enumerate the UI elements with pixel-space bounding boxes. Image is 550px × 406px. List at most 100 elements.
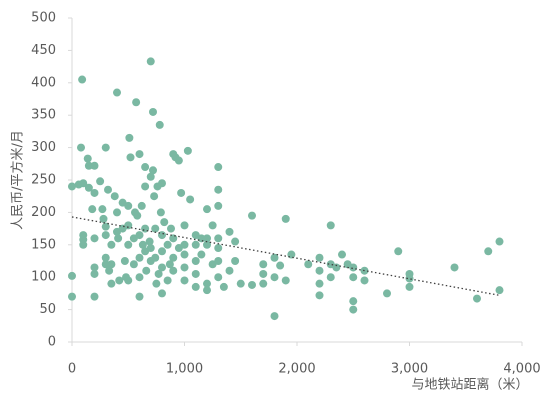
y-tick-label: 400 bbox=[31, 75, 56, 90]
point bbox=[107, 279, 116, 288]
point bbox=[169, 266, 178, 275]
point bbox=[349, 263, 358, 272]
point bbox=[124, 201, 133, 210]
point bbox=[203, 240, 211, 249]
point bbox=[138, 240, 147, 249]
point bbox=[214, 163, 223, 172]
point bbox=[68, 292, 76, 301]
point bbox=[163, 240, 172, 249]
point bbox=[177, 188, 186, 197]
y-tick-label: 50 bbox=[39, 302, 56, 317]
point bbox=[495, 286, 504, 295]
point bbox=[315, 291, 324, 300]
point bbox=[214, 244, 223, 253]
point bbox=[132, 98, 141, 107]
point bbox=[495, 237, 504, 246]
point bbox=[120, 257, 129, 265]
point bbox=[248, 211, 256, 220]
point bbox=[107, 240, 116, 249]
point bbox=[326, 221, 335, 230]
point bbox=[145, 237, 154, 246]
x-axis-label: 与地铁站距离（米） bbox=[411, 377, 528, 393]
point bbox=[270, 273, 279, 282]
point bbox=[146, 172, 155, 181]
point bbox=[115, 276, 124, 285]
point bbox=[259, 260, 268, 269]
point bbox=[349, 305, 358, 314]
point bbox=[149, 166, 157, 175]
point bbox=[214, 257, 223, 265]
point bbox=[349, 297, 358, 306]
point bbox=[214, 273, 223, 282]
point bbox=[154, 269, 163, 278]
point bbox=[90, 188, 99, 197]
point bbox=[332, 263, 341, 272]
point bbox=[158, 179, 166, 188]
y-tick-label: 350 bbox=[31, 108, 56, 123]
point bbox=[180, 250, 189, 259]
point bbox=[484, 247, 493, 256]
point bbox=[208, 221, 217, 230]
point bbox=[155, 120, 164, 129]
point bbox=[180, 240, 189, 249]
point bbox=[473, 294, 481, 303]
point bbox=[90, 161, 99, 170]
point bbox=[98, 205, 107, 214]
point bbox=[191, 240, 200, 249]
point bbox=[180, 276, 189, 285]
y-tick-label: 0 bbox=[48, 335, 56, 350]
point bbox=[270, 253, 279, 262]
point bbox=[231, 257, 240, 265]
y-axis-label: 人民币/平方米/月 bbox=[10, 130, 26, 230]
point bbox=[214, 185, 223, 194]
point bbox=[167, 224, 175, 233]
point bbox=[203, 286, 211, 295]
point bbox=[141, 163, 150, 172]
point bbox=[180, 221, 189, 230]
point bbox=[101, 222, 110, 231]
point bbox=[110, 192, 119, 201]
point bbox=[141, 182, 150, 191]
point bbox=[360, 276, 369, 285]
point bbox=[124, 221, 133, 230]
x-tick-label: 0 bbox=[68, 362, 76, 377]
point bbox=[174, 156, 183, 165]
point bbox=[79, 240, 88, 249]
point bbox=[151, 224, 160, 233]
y-tick-label: 100 bbox=[31, 270, 56, 285]
point bbox=[349, 273, 358, 282]
point bbox=[191, 269, 200, 278]
x-tick-label: 1,000 bbox=[166, 362, 203, 377]
point bbox=[135, 231, 144, 240]
point bbox=[96, 177, 105, 186]
point bbox=[88, 205, 97, 214]
point bbox=[315, 253, 324, 262]
trendline bbox=[71, 216, 500, 296]
point bbox=[101, 231, 110, 240]
point bbox=[137, 201, 146, 210]
point bbox=[214, 201, 223, 210]
x-tick-label: 2,000 bbox=[278, 362, 315, 377]
point bbox=[203, 234, 211, 243]
point bbox=[68, 271, 76, 280]
point bbox=[156, 208, 165, 217]
point bbox=[191, 257, 200, 265]
point bbox=[169, 253, 178, 262]
point bbox=[68, 182, 76, 191]
point bbox=[104, 185, 112, 194]
point bbox=[125, 133, 134, 142]
point bbox=[225, 227, 234, 236]
point bbox=[197, 234, 206, 243]
point bbox=[135, 253, 144, 262]
point bbox=[326, 273, 335, 282]
point bbox=[83, 154, 92, 163]
point bbox=[158, 247, 166, 256]
point bbox=[315, 279, 324, 288]
point bbox=[315, 266, 324, 275]
point bbox=[236, 279, 245, 288]
point bbox=[79, 179, 88, 188]
point bbox=[158, 263, 166, 272]
point bbox=[135, 292, 144, 301]
point bbox=[183, 146, 192, 155]
